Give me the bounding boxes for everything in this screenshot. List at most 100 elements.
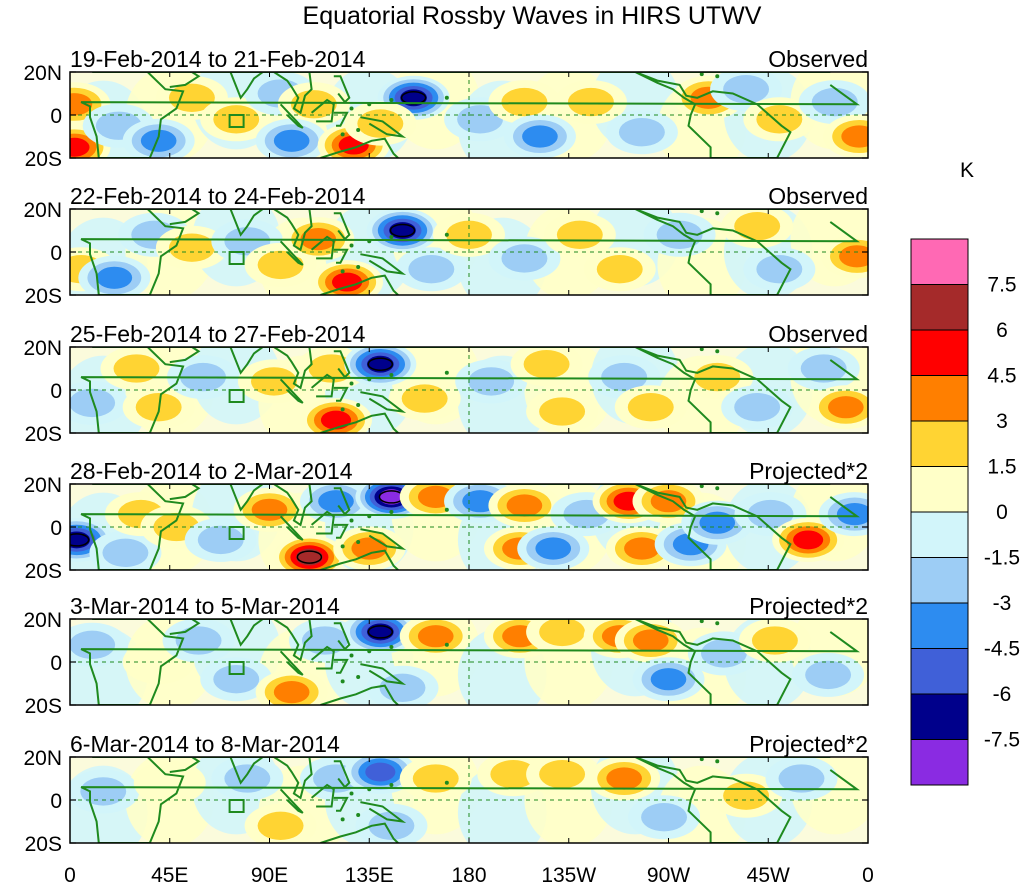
- coastlines: [80, 347, 860, 433]
- coastline: [360, 253, 407, 276]
- island: [444, 95, 449, 100]
- y-tick-label: 20S: [25, 695, 62, 718]
- coastline: [220, 484, 264, 512]
- island: [367, 787, 372, 792]
- coastline: [80, 484, 860, 570]
- colorbar-swatch: [910, 375, 969, 422]
- island: [367, 649, 372, 654]
- anomaly-contour-line: [389, 223, 416, 238]
- anomaly-contour: [800, 354, 847, 383]
- colorbar-swatch: [910, 693, 969, 740]
- coastlines: [80, 484, 860, 570]
- colorbar-swatch: [910, 648, 969, 695]
- anomaly-contour: [408, 255, 455, 284]
- anomaly-contour: [778, 764, 825, 793]
- colorbar: K 7.5 6 4.5 3 1.5 0 -1.5 -3 -4.5 -6 -7.5: [910, 159, 1020, 786]
- coastline: [273, 757, 313, 800]
- coastline: [333, 111, 349, 127]
- y-tick-label: 0: [50, 242, 62, 265]
- coastline: [310, 98, 335, 123]
- anomaly-contour: [332, 272, 363, 292]
- anomaly-contour: [490, 760, 537, 789]
- map-panel: 20N 0 20S 3-Mar-2014 to 5-Mar-2014 Projected…: [23, 593, 869, 718]
- coastline: [333, 622, 351, 651]
- panel-type-label: Projected*2: [749, 458, 868, 484]
- map-panel: 20N 0 20S 28-Feb-2014 to 2-Mar-2014 Projecte…: [23, 458, 869, 583]
- anomaly-contour: [102, 538, 149, 567]
- coastline: [220, 72, 264, 100]
- island: [340, 544, 345, 549]
- anomaly-contour: [70, 630, 116, 659]
- x-tick-label: 180: [451, 864, 486, 887]
- anomaly-contour: [723, 781, 770, 810]
- anomaly-contour: [522, 125, 558, 148]
- colorbar-swatch: [910, 466, 969, 513]
- anomaly-contour: [401, 384, 448, 413]
- anomaly-contour: [70, 137, 90, 157]
- panel-date-range: 28-Feb-2014 to 2-Mar-2014: [70, 458, 353, 484]
- coastline: [80, 757, 860, 843]
- island: [349, 653, 354, 658]
- anomaly-contour: [556, 220, 603, 249]
- y-tick-label: 20S: [25, 423, 62, 446]
- island: [349, 243, 354, 248]
- anomaly-contour: [213, 105, 260, 134]
- y-tick-label: 20S: [25, 560, 62, 583]
- coastline: [279, 240, 304, 266]
- y-tick-label: 20N: [23, 609, 62, 632]
- colorbar-label: -7.5: [984, 729, 1020, 752]
- region-box: [228, 114, 245, 128]
- anomaly-contour: [213, 665, 260, 694]
- colorbar-swatch: [910, 602, 969, 649]
- y-tick-label: 20S: [25, 148, 62, 171]
- anomaly-field: [70, 347, 868, 433]
- panel-date-range: 3-Mar-2014 to 5-Mar-2014: [70, 593, 340, 619]
- anomaly-contour: [320, 410, 352, 430]
- island: [356, 675, 361, 680]
- map-panel: 20N 0 20S 6-Mar-2014 to 8-Mar-2014 Projected…: [23, 731, 869, 856]
- anomaly-contour: [539, 760, 586, 789]
- island: [367, 102, 372, 107]
- anomaly-contour: [756, 105, 803, 134]
- panel-date-range: 25-Feb-2014 to 27-Feb-2014: [70, 321, 366, 347]
- island: [356, 540, 361, 545]
- island: [356, 403, 361, 408]
- coastline: [333, 75, 351, 104]
- coastlines: [80, 619, 860, 705]
- anomaly-contour: [641, 803, 688, 832]
- anomaly-contour: [535, 537, 572, 560]
- island: [715, 349, 720, 354]
- anomaly-contour: [841, 125, 868, 148]
- anomaly-contour: [811, 87, 858, 117]
- coastline: [80, 209, 860, 295]
- island: [699, 484, 704, 489]
- anomaly-contour: [257, 811, 304, 840]
- coastline: [333, 212, 351, 241]
- coastline: [333, 658, 349, 674]
- panel-date-range: 22-Feb-2014 to 24-Feb-2014: [70, 183, 366, 209]
- island: [715, 211, 720, 216]
- coastline: [310, 645, 335, 670]
- region-box: [228, 799, 245, 813]
- island: [699, 347, 704, 352]
- anomaly-contour: [606, 767, 642, 790]
- y-tick-label: 0: [50, 790, 62, 813]
- coastlines: [80, 209, 860, 295]
- y-tick-label: 20S: [25, 285, 62, 308]
- panel-type-label: Observed: [768, 183, 868, 209]
- x-tick-label: 0: [862, 864, 874, 887]
- island: [340, 269, 345, 274]
- anomaly-contour: [379, 489, 404, 505]
- coastline: [333, 487, 351, 516]
- longitude-axis: 0 45E 90E 135E 180 135W 90W 45W 0: [64, 864, 874, 887]
- anomaly-contour: [624, 537, 660, 560]
- island: [389, 372, 394, 377]
- anomaly-field: [70, 72, 868, 158]
- island: [349, 106, 354, 111]
- island: [699, 757, 704, 762]
- coastline: [273, 209, 313, 252]
- colorbar-label: 7.5: [987, 274, 1016, 297]
- x-tick-label: 90W: [647, 864, 690, 887]
- anomaly-contour: [734, 393, 781, 422]
- island: [349, 518, 354, 523]
